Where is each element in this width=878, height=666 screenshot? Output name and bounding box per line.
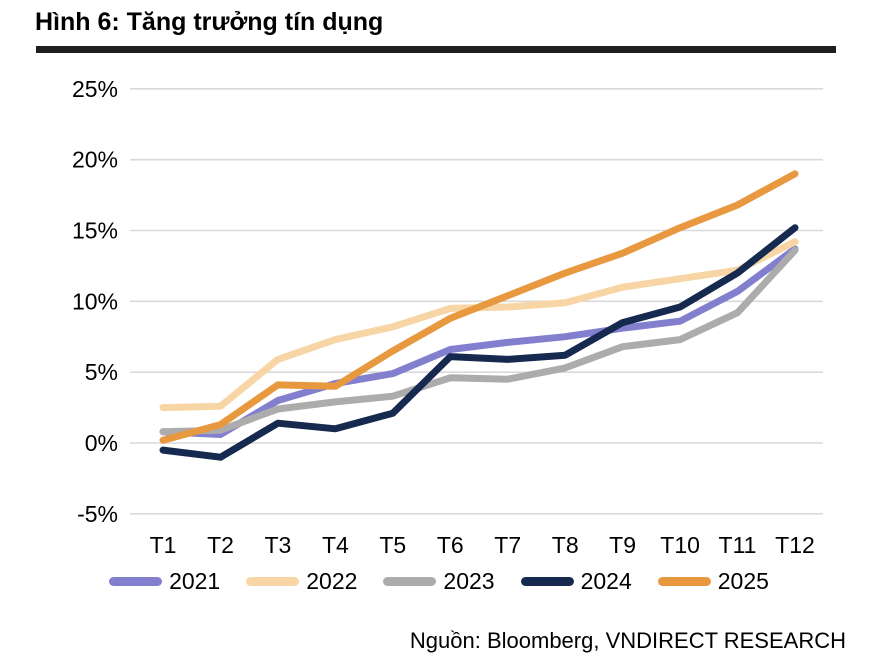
y-tick-label: -5% [77,501,118,527]
line-2023 [159,246,799,436]
y-tick-label: 25% [72,76,118,102]
y-tick-label: 5% [85,359,118,385]
x-tick-label: T3 [264,532,291,558]
x-tick-label: T2 [207,532,234,558]
legend-label: 2023 [443,567,495,594]
figure-title: Hình 6: Tăng trưởng tín dụng [35,8,384,36]
line-2024 [159,224,799,461]
x-tick-label: T7 [494,532,521,558]
legend-label: 2024 [580,567,632,594]
legend-item-2025: 2025 [657,567,769,594]
x-tick-label: T5 [379,532,406,558]
source-note: Nguồn: Bloomberg, VNDIRECT RESEARCH [409,628,846,653]
line-2025 [159,170,799,444]
x-tick-label: T1 [150,532,177,558]
legend-item-2024: 2024 [520,567,632,594]
x-tick-label: T10 [660,532,700,558]
x-tick-label: T9 [609,532,636,558]
x-tick-label: T4 [322,532,349,558]
legend-swatch [246,576,300,586]
y-tick-label: 15% [72,218,118,244]
y-tick-label: 10% [72,288,118,314]
legend-item-2023: 2023 [383,567,495,594]
y-tick-label: 0% [85,430,118,456]
legend-swatch [383,576,437,586]
legend-label: 2025 [717,567,769,594]
y-tick-label: 20% [72,147,118,173]
legend-item-2021: 2021 [109,567,221,594]
chart-legend: 2021 2022 2023 2024 2025 [0,565,878,597]
legend-swatch [657,576,711,586]
legend-label: 2022 [306,567,358,594]
legend-swatch [520,576,574,586]
line-2022 [159,238,799,412]
x-tick-label: T12 [775,532,815,558]
title-divider [36,46,836,53]
x-tick-label: T11 [719,532,757,558]
x-tick-label: T6 [437,532,464,558]
x-tick-label: T8 [552,532,579,558]
line-2021 [159,245,799,438]
legend-label: 2021 [169,567,221,594]
legend-swatch [109,576,163,586]
legend-item-2022: 2022 [246,567,358,594]
